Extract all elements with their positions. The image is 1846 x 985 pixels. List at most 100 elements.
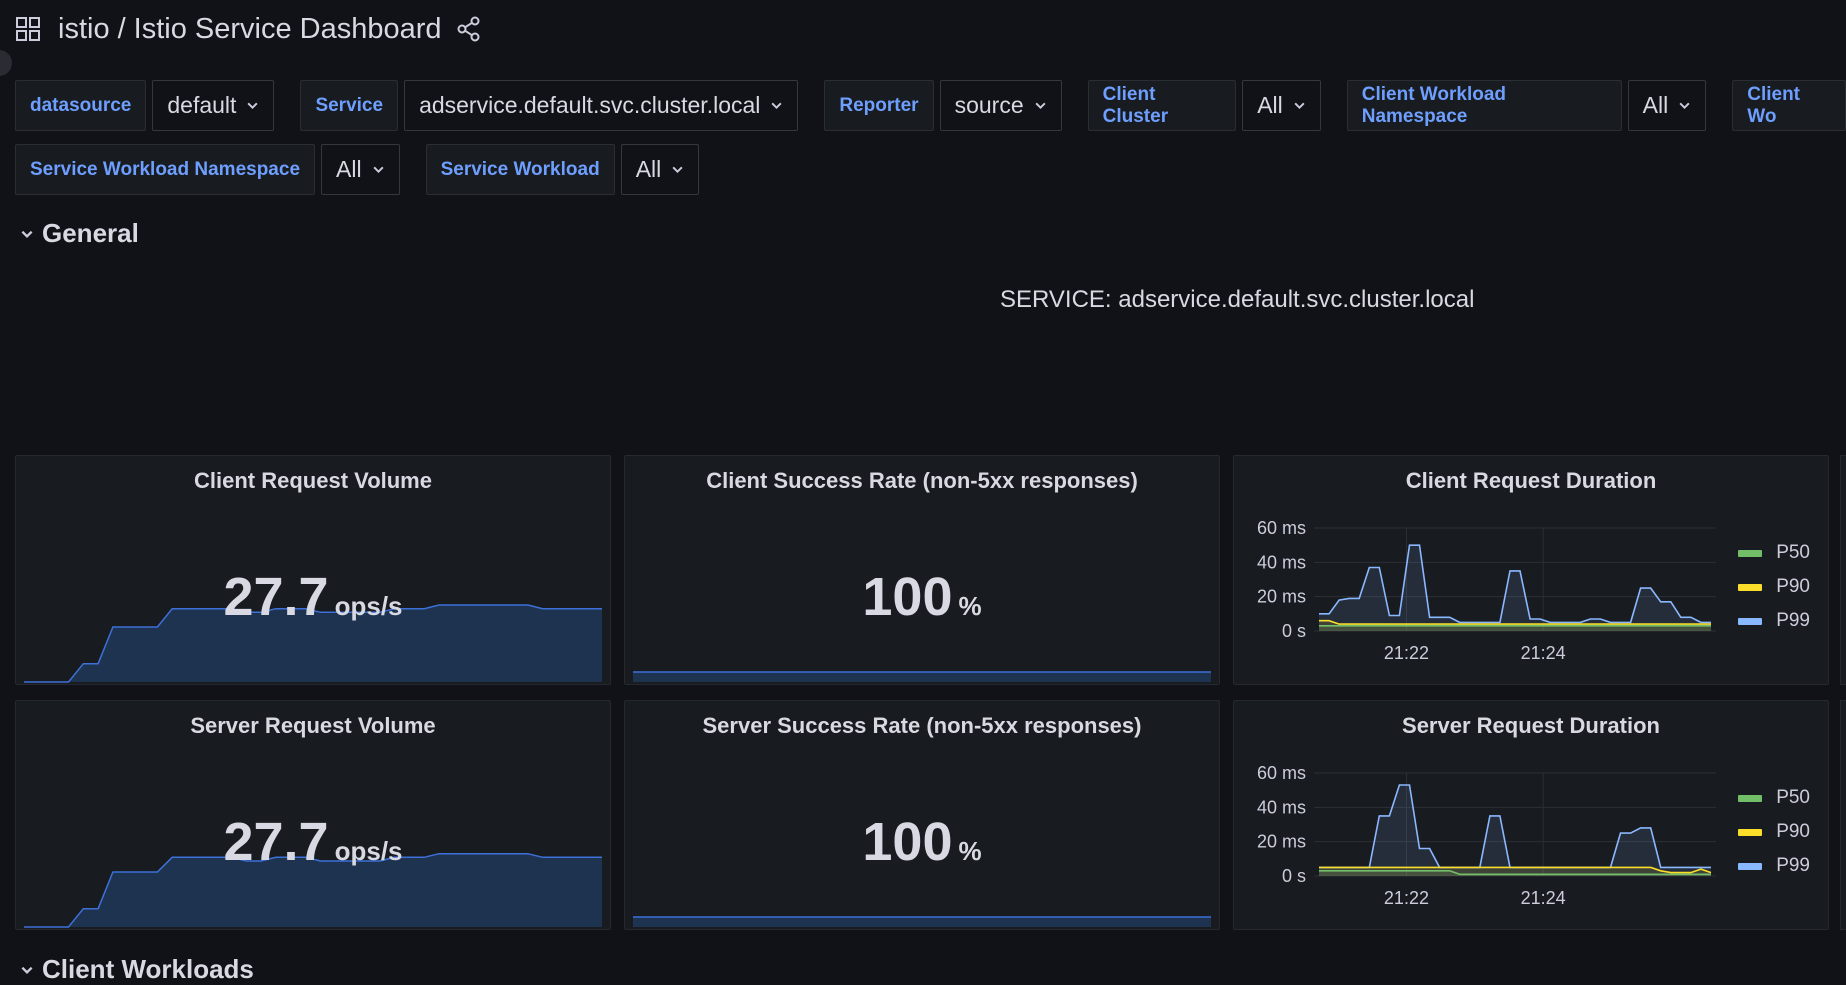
variables-row-2: Service Workload Namespace All Service W… <box>15 144 725 195</box>
var-select-datasource[interactable]: default <box>152 80 275 131</box>
breadcrumb-folder[interactable]: istio <box>58 12 110 45</box>
panel-title: Server Success Rate (non-5xx responses) <box>702 713 1142 738</box>
stat-value: 27.7 ops/s <box>16 811 610 873</box>
chevron-down-icon <box>1294 102 1305 110</box>
stat-unit: % <box>958 836 982 866</box>
timeseries-chart: 0 s 20 ms 40 ms 60 ms 21:22 21:24 <box>1257 763 1716 908</box>
legend-item-p50[interactable]: P50 <box>1738 781 1810 815</box>
panel-title: Server Request Volume <box>190 713 436 738</box>
y-tick-label: 0 s <box>1282 866 1306 886</box>
legend: P50 P90 P99 <box>1738 536 1810 638</box>
series-line-p90 <box>1319 866 1712 874</box>
y-tick-label: 20 ms <box>1257 587 1306 607</box>
panel-title: Client Success Rate (non-5xx responses) <box>706 468 1138 493</box>
var-label-service-workload: Service Workload <box>425 144 615 195</box>
sparkline-area <box>24 853 602 927</box>
var-label-client-workload-namespace: Client Workload Namespace <box>1346 80 1622 131</box>
sparkline-line <box>24 604 602 683</box>
var-select-service[interactable]: adservice.default.svc.cluster.local <box>404 80 799 131</box>
y-tick-label: 60 ms <box>1257 763 1306 783</box>
y-tick-label: 0 s <box>1282 621 1306 641</box>
var-label-datasource: datasource <box>15 80 147 131</box>
y-tick-label: 40 ms <box>1257 552 1306 572</box>
chevron-down-icon <box>672 166 683 174</box>
sparkline <box>24 852 602 928</box>
panel-title: Client Request Volume <box>194 468 432 493</box>
legend-item-p90[interactable]: P90 <box>1738 570 1810 604</box>
var-value-service: adservice.default.svc.cluster.local <box>419 92 761 118</box>
legend-swatch <box>1738 583 1763 591</box>
stat-number: 27.7 <box>223 567 329 627</box>
stat-unit: ops/s <box>334 836 403 866</box>
legend-item-p99[interactable]: P99 <box>1738 849 1810 883</box>
panel-client-request-duration[interactable]: Client Request Duration 0 s 20 ms 40 ms 60 … <box>1233 455 1829 685</box>
panel-offscreen[interactable] <box>1840 455 1846 685</box>
legend-label: P90 <box>1776 821 1810 842</box>
stat-value: 100% <box>625 811 1219 873</box>
series-area-p99 <box>1319 545 1711 631</box>
var-select-client-workload-namespace[interactable]: All <box>1627 80 1707 131</box>
panel-server-request-duration[interactable]: Server Request Duration 0 s 20 ms 40 ms 60 … <box>1233 700 1829 930</box>
row-header-client-workloads[interactable]: Client Workloads <box>20 954 254 985</box>
legend-swatch <box>1738 828 1763 836</box>
variables-row-1: datasource default Service adservice.def… <box>15 80 1846 131</box>
y-tick-label: 60 ms <box>1257 518 1306 538</box>
panel-client-success-rate[interactable]: Client Success Rate (non-5xx responses) … <box>624 455 1220 685</box>
legend: P50 P90 P99 <box>1738 781 1810 883</box>
var-label-reporter: Reporter <box>824 80 934 131</box>
chevron-down-icon <box>1679 102 1690 110</box>
panel-offscreen[interactable] <box>1840 700 1846 930</box>
row-header-general[interactable]: General <box>20 218 139 249</box>
var-value-datasource: default <box>167 92 237 118</box>
stat-unit: % <box>958 591 982 621</box>
sidebar-toggle[interactable] <box>0 50 12 76</box>
share-icon[interactable] <box>456 16 482 42</box>
stat-number: 100 <box>862 812 953 872</box>
stat-number: 27.7 <box>223 812 329 872</box>
panel-title: Server Request Duration <box>1402 713 1660 738</box>
sparkline-line <box>24 852 602 928</box>
legend-label: P99 <box>1776 855 1810 876</box>
chevron-down-icon <box>1035 102 1046 110</box>
legend-swatch <box>1738 794 1763 802</box>
legend-item-p99[interactable]: P99 <box>1738 604 1810 638</box>
stat-number: 100 <box>862 567 953 627</box>
dashboard-title[interactable]: Istio Service Dashboard <box>133 12 442 45</box>
x-tick-label: 21:22 <box>1384 888 1429 908</box>
var-select-reporter[interactable]: source <box>939 80 1062 131</box>
series-area-p50 <box>1319 625 1711 631</box>
var-label-service: Service <box>300 80 399 131</box>
x-tick-label: 21:22 <box>1384 643 1429 663</box>
sparkline-area <box>24 605 602 682</box>
series-line-p99 <box>1319 544 1711 624</box>
legend-item-p90[interactable]: P90 <box>1738 815 1810 849</box>
var-value-service-workload-namespace: All <box>336 156 362 182</box>
row-title-general: General <box>42 218 139 248</box>
legend-label: P99 <box>1776 610 1810 631</box>
series-line-p50 <box>1319 870 1711 876</box>
panel-server-success-rate[interactable]: Server Success Rate (non-5xx responses) … <box>624 700 1220 930</box>
series-area-p99 <box>1319 785 1711 876</box>
var-value-reporter: source <box>954 92 1024 118</box>
timeseries-chart: 0 s 20 ms 40 ms 60 ms 21:22 21:24 <box>1257 518 1716 663</box>
chevron-down-icon <box>21 230 33 238</box>
sparkline <box>633 916 1211 927</box>
sparkline <box>24 604 602 683</box>
var-select-service-workload[interactable]: All <box>620 144 700 195</box>
panel-server-request-volume[interactable]: Server Request Volume 27.7 ops/s <box>15 700 611 930</box>
panel-client-request-volume[interactable]: Client Request Volume 27.7 ops/s <box>15 455 611 685</box>
x-tick-label: 21:24 <box>1521 643 1566 663</box>
row-title-client-workloads: Client Workloads <box>42 954 254 984</box>
var-select-client-cluster[interactable]: All <box>1242 80 1321 131</box>
apps-grid-icon[interactable] <box>16 17 40 41</box>
y-tick-label: 40 ms <box>1257 797 1306 817</box>
service-info-text: SERVICE: adservice.default.svc.cluster.l… <box>1000 286 1475 313</box>
stat-value: 27.7 ops/s <box>16 566 610 628</box>
chevron-down-icon <box>771 102 782 110</box>
legend-item-p50[interactable]: P50 <box>1738 536 1810 570</box>
legend-label: P50 <box>1776 542 1810 563</box>
var-select-service-workload-namespace[interactable]: All <box>321 144 400 195</box>
chevron-down-icon <box>247 102 258 110</box>
var-label-client-workload: Client Wo <box>1732 80 1846 131</box>
legend-swatch <box>1738 617 1763 625</box>
